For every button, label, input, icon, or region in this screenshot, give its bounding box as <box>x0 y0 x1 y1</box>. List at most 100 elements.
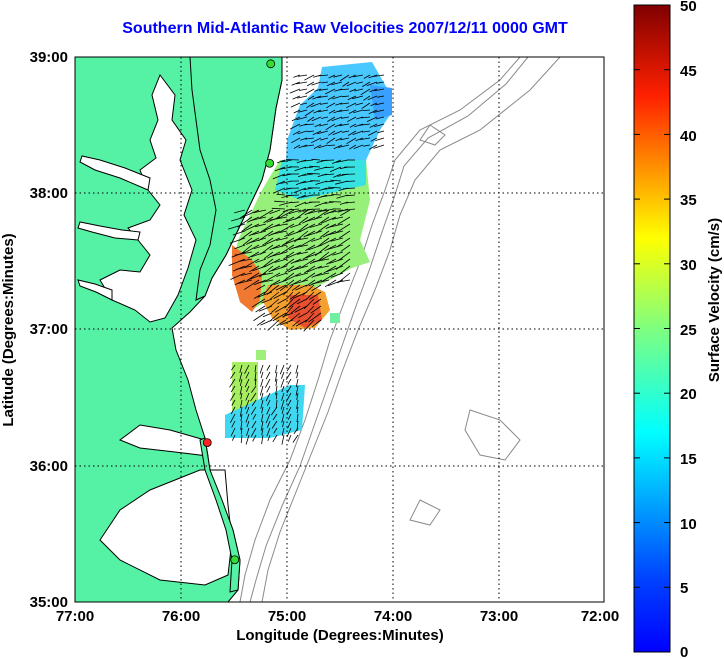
velocity-vector <box>246 272 260 281</box>
velocity-vector <box>354 123 364 128</box>
velocity-vector <box>296 251 309 255</box>
velocity-vector <box>301 159 314 162</box>
velocity-vector <box>280 378 285 388</box>
velocity-vector <box>284 230 295 238</box>
velocity-vector <box>305 244 316 251</box>
velocity-vector <box>292 291 308 299</box>
velocity-vector <box>229 237 246 244</box>
velocity-vector <box>373 144 385 149</box>
x-tick-label: 73:00 <box>480 608 518 625</box>
velocity-vector <box>314 123 322 128</box>
velocity-vector <box>253 209 267 214</box>
velocity-vector <box>320 194 335 198</box>
velocity-vector <box>239 209 253 219</box>
velocity-vector <box>327 116 336 122</box>
velocity-vector <box>262 312 273 318</box>
velocity-vector <box>253 291 266 299</box>
velocity-vector <box>241 223 253 232</box>
velocity-vector <box>300 137 308 141</box>
velocity-vector <box>333 74 343 78</box>
velocity-vector <box>230 371 236 379</box>
velocity-vector <box>327 95 336 101</box>
velocity-vector <box>362 130 371 133</box>
velocity-vector <box>338 144 350 148</box>
velocity-vector <box>250 427 257 437</box>
velocity-vector <box>251 230 267 236</box>
velocity-vector <box>242 237 253 246</box>
velocity-vector <box>279 279 295 292</box>
velocity-vector <box>287 378 292 385</box>
velocity-vector <box>293 258 309 263</box>
velocity-vector <box>315 223 330 234</box>
velocity-vector <box>231 420 236 428</box>
velocity-vector <box>294 305 308 313</box>
velocity-vector <box>339 201 349 205</box>
velocity-vector <box>266 399 271 406</box>
velocity-vector <box>271 207 286 210</box>
velocity-vector <box>306 81 315 87</box>
velocity-vector <box>281 413 285 423</box>
station-markers <box>202 59 276 565</box>
velocity-vector <box>313 74 322 78</box>
velocity-vector <box>341 116 350 119</box>
velocity-vector <box>325 180 335 183</box>
velocity-vector <box>311 284 322 292</box>
velocity-vector <box>239 406 243 417</box>
velocity-vector <box>269 209 281 215</box>
velocity-vector <box>269 251 288 257</box>
velocity-vector <box>346 137 357 145</box>
velocity-vector <box>321 173 335 176</box>
velocity-vector <box>348 144 357 150</box>
velocity-vector <box>286 251 302 259</box>
velocity-vector <box>324 279 337 288</box>
x-axis-label: Longitude (Degrees:Minutes) <box>236 627 444 644</box>
velocity-vector <box>271 265 288 272</box>
velocity-vector <box>302 251 316 260</box>
colorbar: 50 45 40 35 30 25 20 15 10 5 0 Surface V… <box>633 0 723 659</box>
y-tick-label: 38:00 <box>30 185 68 202</box>
velocity-vector <box>231 216 246 222</box>
velocity-vector <box>331 116 343 122</box>
colorbar-tick-label: 30 <box>680 257 697 274</box>
velocity-vector <box>310 137 322 144</box>
velocity-vector <box>308 312 322 323</box>
velocity-vector <box>362 109 371 111</box>
velocity-vector <box>246 406 250 414</box>
velocity-vector <box>274 200 286 203</box>
velocity-vector <box>325 230 344 236</box>
velocity-vector <box>295 319 308 327</box>
velocity-vector <box>270 291 280 300</box>
velocity-vector <box>278 166 293 170</box>
velocity-vector <box>338 109 350 112</box>
velocity-vector <box>276 180 286 186</box>
velocity-patch-mouth-core <box>288 295 322 328</box>
velocity-vector <box>240 434 243 444</box>
velocity-vector <box>254 378 257 386</box>
velocity-vector <box>298 109 308 113</box>
velocity-vector <box>257 291 273 298</box>
velocity-vector <box>278 244 295 255</box>
velocity-vector <box>266 406 271 415</box>
velocity-vector <box>300 237 316 247</box>
velocity-vector <box>325 88 336 95</box>
velocity-vector <box>296 406 299 414</box>
velocity-vector <box>282 420 285 428</box>
velocity-vector <box>263 223 281 231</box>
velocity-vector <box>234 251 253 256</box>
velocity-vector <box>298 144 308 149</box>
velocity-vector <box>228 258 246 266</box>
velocity-vector <box>280 258 295 269</box>
velocity-vector <box>269 244 281 251</box>
velocity-vector <box>345 102 357 109</box>
velocity-vector <box>314 272 330 277</box>
velocity-vector <box>352 95 364 100</box>
velocity-vector <box>281 237 295 246</box>
velocity-vector <box>252 434 257 442</box>
velocity-vector <box>334 123 343 128</box>
velocity-vector <box>282 216 295 224</box>
velocity-vector <box>295 385 299 396</box>
james-river <box>77 279 113 301</box>
velocity-vector <box>266 251 281 259</box>
velocity-vector <box>346 194 356 197</box>
